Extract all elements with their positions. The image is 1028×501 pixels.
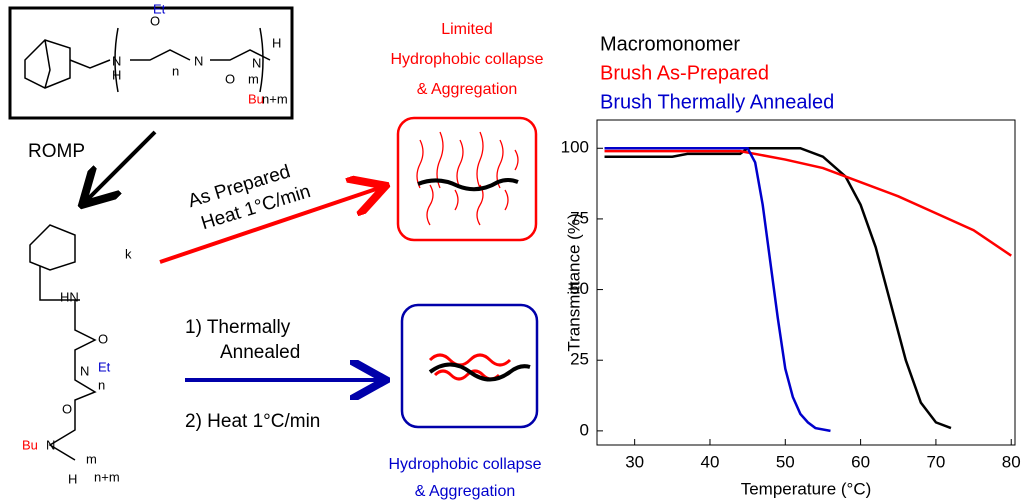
as-prepared-labels: As Prepared Heat 1°C/min (186, 157, 313, 236)
chem-label: H (112, 67, 121, 82)
chem-label: k (125, 246, 132, 261)
label: 2) Heat 1°C/min (185, 411, 320, 432)
chem-label: N (46, 437, 55, 452)
plot-frame (597, 120, 1015, 445)
brush-structure (30, 225, 95, 460)
chem-label: O (62, 401, 72, 416)
romp-label: ROMP (28, 141, 85, 162)
chem-label: Et (98, 359, 111, 374)
y-tick-label: 100 (561, 138, 589, 157)
chem-label: O (225, 71, 235, 86)
chem-label: Et (153, 1, 166, 16)
x-tick-label: 30 (625, 452, 644, 471)
monomer-labels: O Et N N H n O N m Bu H n+m (112, 1, 288, 106)
chem-label: n (98, 377, 105, 392)
chem-label: Bu (22, 437, 38, 452)
label: Limited (441, 21, 493, 38)
chem-label: H (272, 35, 281, 50)
brush-labels: k HN O N Et n O Bu N m H n+m (22, 246, 132, 486)
chem-label: HN (60, 289, 79, 304)
chem-label: H (68, 471, 77, 486)
label: Hydrophobic collapse (389, 456, 542, 473)
label: 1) Thermally (185, 317, 291, 338)
x-tick-label: 70 (926, 452, 945, 471)
page: {"diagram":{"romp":"ROMP","as_prepared":… (0, 0, 1028, 501)
chem-label: m (86, 451, 97, 466)
chem-label: N (112, 53, 121, 68)
chem-label: n (172, 63, 179, 78)
backbone (418, 180, 518, 189)
x-tick-label: 60 (851, 452, 870, 471)
chem-label: n+m (94, 469, 120, 484)
series-line (605, 151, 1012, 256)
x-axis-label: Temperature (°C) (741, 479, 872, 498)
y-tick-label: 0 (580, 420, 589, 439)
x-tick-label: 40 (701, 452, 720, 471)
label: Annealed (220, 342, 300, 363)
chem-label: m (248, 71, 259, 86)
chem-label: N (252, 55, 261, 70)
chem-label: N (80, 363, 89, 378)
chem-label: n+m (262, 91, 288, 106)
legend-entry: Brush As-Prepared (600, 62, 769, 84)
romp-arrow (85, 132, 155, 202)
label: & Aggregation (415, 483, 516, 500)
legend-entry: Brush Thermally Annealed (600, 91, 834, 113)
chem-label: N (194, 53, 203, 68)
y-axis-label: Transmittance (%) (564, 213, 583, 351)
chem-label: O (98, 331, 108, 346)
series-line (605, 148, 951, 428)
series-line (605, 148, 831, 431)
label: Hydrophobic collapse (391, 51, 544, 68)
x-tick-label: 50 (776, 452, 795, 471)
legend-entry: Macromonomer (600, 33, 740, 55)
label: & Aggregation (417, 81, 518, 98)
x-tick-label: 80 (1002, 452, 1021, 471)
figure: O Et N N H n O N m Bu H n+m ROMP k HN O … (0, 0, 1028, 501)
